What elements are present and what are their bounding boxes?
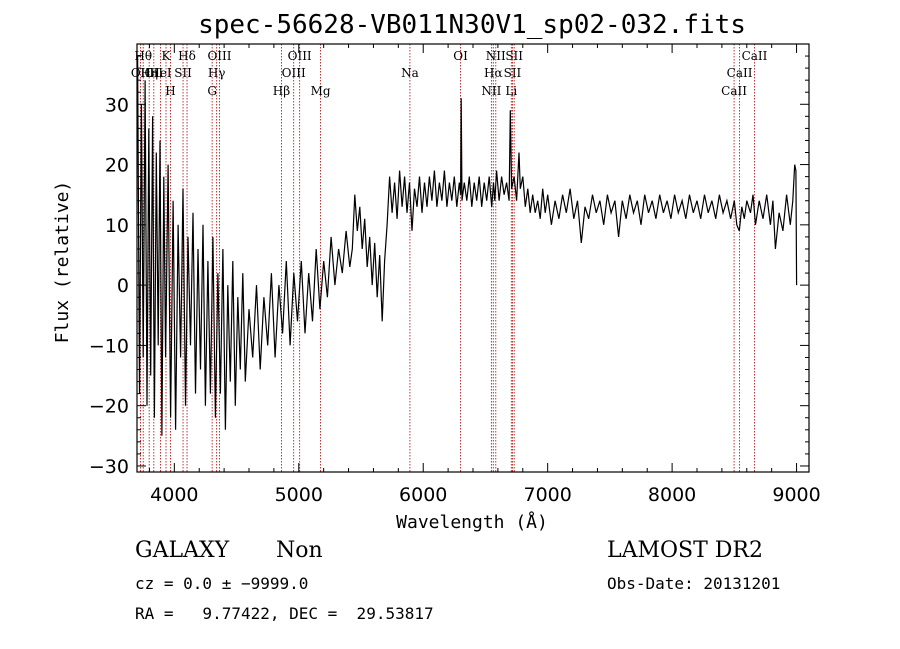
y-axis-ticks: −30 −20 −10 0 10 20 30 — [89, 55, 809, 478]
object-class: GALAXY — [135, 538, 230, 563]
y-tick-label: 0 — [117, 275, 129, 297]
marker-label: CII — [144, 66, 163, 80]
x-tick-label: 6000 — [399, 484, 447, 506]
marker-label: G — [207, 84, 217, 98]
spectrum-series-line — [137, 56, 798, 436]
marker-label: SII — [505, 49, 523, 63]
x-tick-label: 9000 — [772, 484, 820, 506]
y-tick-label: 20 — [105, 155, 129, 177]
chart-title: spec-56628-VB011N30V1_sp02-032.fits — [198, 10, 746, 40]
marker-label: OIII — [288, 49, 312, 63]
spectral-line-markers — [140, 44, 755, 472]
marker-label: SII — [174, 66, 192, 80]
marker-label: OI — [453, 49, 468, 63]
marker-label: Hβ — [273, 84, 290, 98]
plot-frame — [136, 43, 810, 473]
x-axis-ticks: 4000 5000 6000 7000 8000 9000 — [148, 44, 821, 506]
coordinates: RA = 9.77422, DEC = 29.53817 — [135, 604, 434, 623]
x-tick-label: 7000 — [523, 484, 571, 506]
marker-label: Hγ — [208, 66, 226, 80]
x-axis-label: Wavelength (Å) — [396, 511, 548, 533]
x-tick-label: 8000 — [648, 484, 696, 506]
marker-label: SII — [504, 66, 522, 80]
marker-label: CaII — [721, 84, 747, 98]
marker-label: Hδ — [178, 49, 196, 63]
marker-label: CaII — [742, 49, 768, 63]
marker-label: CaII — [727, 66, 753, 80]
marker-label: OIII — [282, 66, 306, 80]
marker-label: Hη — [140, 66, 158, 80]
marker-label: Hθ — [134, 49, 152, 63]
marker-label: Hα — [484, 66, 503, 80]
marker-label: OIII — [207, 49, 231, 63]
survey-name: LAMOST DR2 — [607, 538, 763, 563]
x-tick-label: 5000 — [275, 484, 323, 506]
y-tick-label: −30 — [89, 456, 129, 478]
y-axis-label: Flux (relative) — [52, 181, 73, 344]
marker-label: Na — [401, 66, 419, 80]
marker-label: H — [165, 84, 175, 98]
marker-label: NII — [486, 49, 506, 63]
y-tick-label: 10 — [105, 215, 129, 237]
marker-label: NII — [481, 84, 501, 98]
marker-label: OII — [131, 66, 151, 80]
marker-label: HeI — [149, 66, 172, 80]
x-tick-label: 4000 — [150, 484, 198, 506]
marker-label: Li — [505, 84, 517, 98]
redshift-line: cz = 0.0 ± −9999.0 — [135, 574, 309, 593]
y-tick-label: 30 — [105, 94, 129, 116]
marker-label: Mg — [311, 84, 331, 98]
y-tick-label: −20 — [89, 396, 129, 418]
y-tick-label: −10 — [89, 335, 129, 357]
object-subclass: Non — [276, 538, 323, 563]
obs-date: Obs-Date: 20131201 — [607, 574, 781, 593]
marker-label: K — [162, 49, 172, 63]
